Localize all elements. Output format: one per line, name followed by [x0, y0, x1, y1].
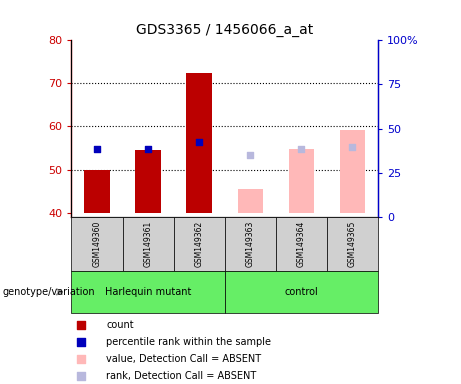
Bar	[237, 189, 263, 213]
Title: GDS3365 / 1456066_a_at: GDS3365 / 1456066_a_at	[136, 23, 313, 36]
Text: rank, Detection Call = ABSENT: rank, Detection Call = ABSENT	[106, 371, 256, 381]
Bar	[289, 149, 314, 213]
Text: GSM149364: GSM149364	[297, 221, 306, 267]
Point	[77, 356, 84, 362]
Text: Harlequin mutant: Harlequin mutant	[105, 287, 191, 297]
Bar	[225, 217, 276, 271]
Point	[349, 144, 356, 150]
Point	[247, 152, 254, 158]
Point	[77, 339, 84, 345]
Text: value, Detection Call = ABSENT: value, Detection Call = ABSENT	[106, 354, 261, 364]
Point	[144, 146, 152, 152]
Bar	[225, 271, 378, 313]
Point	[77, 372, 84, 379]
Point	[93, 146, 100, 152]
Point	[195, 139, 203, 145]
Bar	[276, 217, 327, 271]
Bar	[123, 217, 174, 271]
Text: GSM149360: GSM149360	[93, 221, 101, 267]
Bar	[71, 271, 225, 313]
Text: GSM149365: GSM149365	[348, 221, 357, 267]
Bar	[174, 217, 225, 271]
Bar	[71, 217, 123, 271]
Bar	[327, 217, 378, 271]
Text: GSM149361: GSM149361	[143, 221, 153, 267]
Bar	[340, 130, 365, 213]
Text: genotype/variation: genotype/variation	[2, 287, 95, 297]
Text: control: control	[284, 287, 318, 297]
Text: percentile rank within the sample: percentile rank within the sample	[106, 337, 271, 347]
Point	[77, 322, 84, 328]
Text: count: count	[106, 320, 134, 330]
Point	[298, 146, 305, 152]
Text: GSM149363: GSM149363	[246, 221, 255, 267]
Bar	[136, 150, 161, 213]
Text: GSM149362: GSM149362	[195, 221, 204, 267]
Bar	[84, 170, 110, 213]
Bar	[186, 73, 212, 213]
